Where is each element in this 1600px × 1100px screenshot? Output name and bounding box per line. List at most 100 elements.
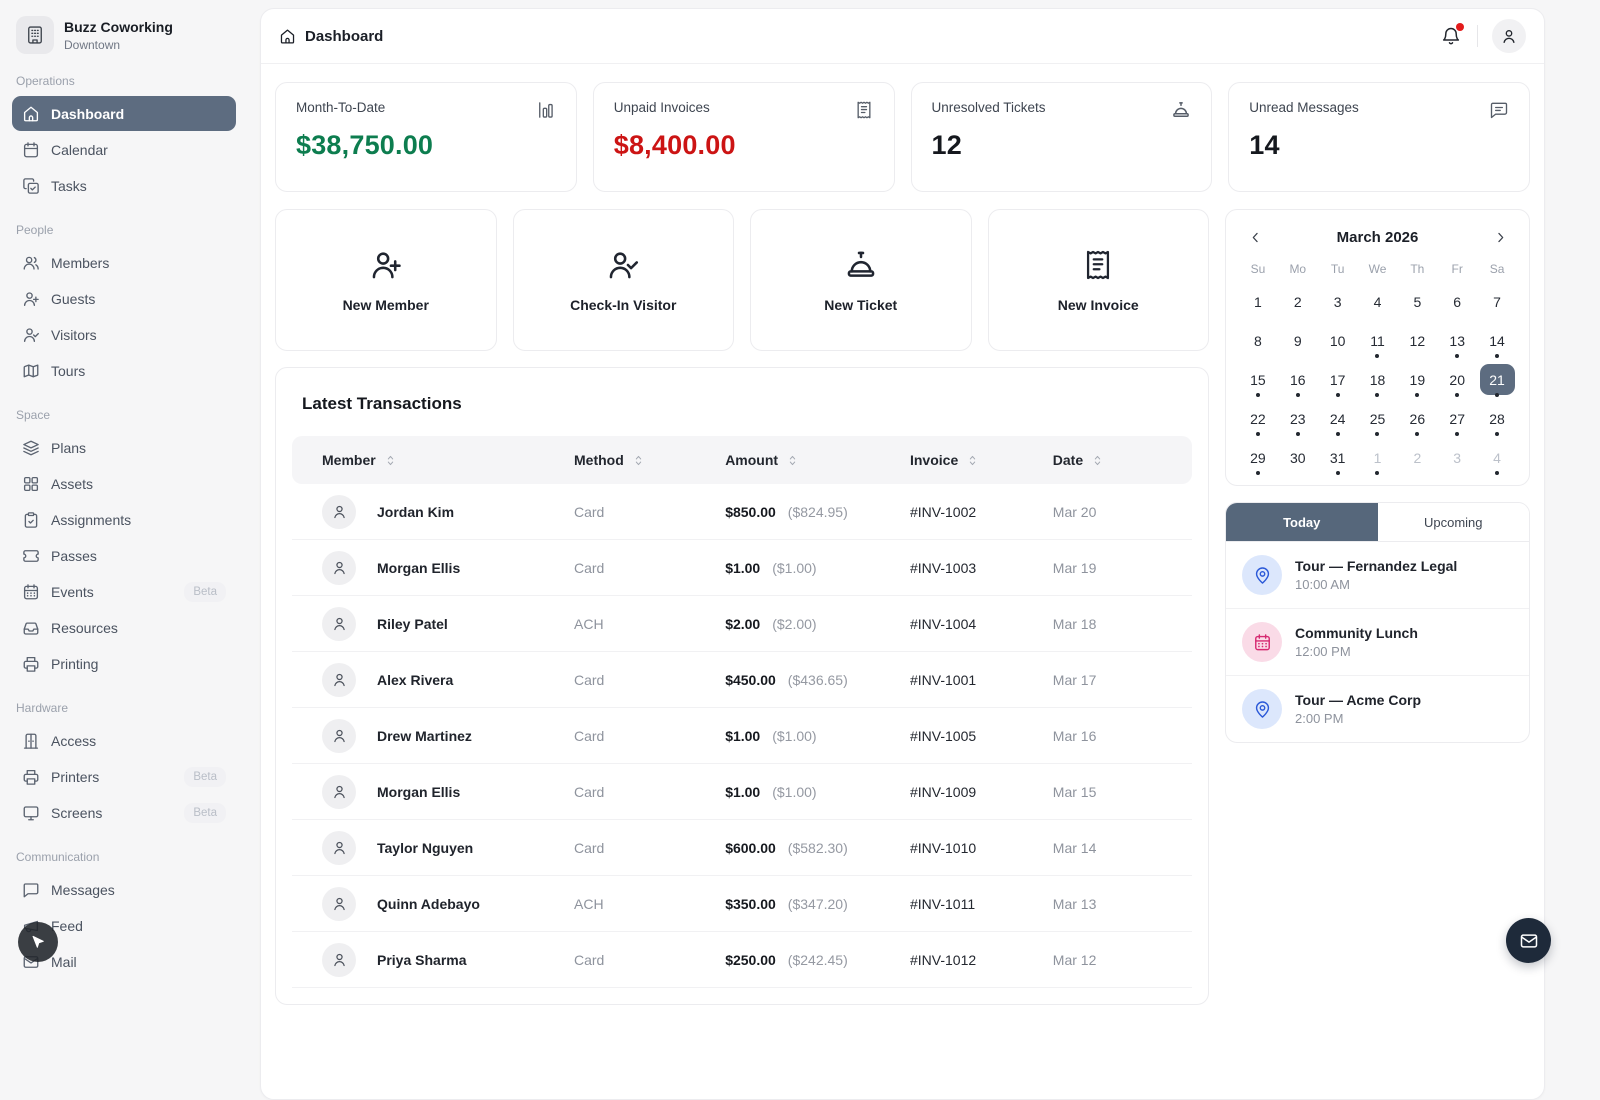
- payment-method: Card: [574, 671, 605, 688]
- org-switcher[interactable]: Buzz Coworking Downtown: [16, 16, 232, 54]
- table-row[interactable]: Jordan Kim Card $850.00 ($824.95) #INV-1…: [292, 484, 1192, 540]
- notification-dot: [1456, 23, 1464, 31]
- sidebar-item[interactable]: Resources: [12, 610, 236, 645]
- sidebar-item[interactable]: Tours: [12, 353, 236, 388]
- table-row[interactable]: Alex Rivera Card $450.00 ($436.65) #INV-…: [292, 652, 1192, 708]
- sidebar-item[interactable]: Assignments: [12, 502, 236, 537]
- agenda-tab[interactable]: Today: [1226, 503, 1378, 541]
- sidebar-section-label: Space: [16, 408, 51, 422]
- agenda-tabs: Today Upcoming: [1226, 503, 1529, 542]
- quick-action-button[interactable]: New Ticket: [750, 209, 972, 351]
- member-name: Morgan Ellis: [377, 783, 461, 800]
- invoice-number: #INV-1002: [909, 503, 977, 520]
- calendar-day[interactable]: 11: [1358, 321, 1398, 360]
- table-row[interactable]: Priya Sharma Card $250.00 ($242.45) #INV…: [292, 932, 1192, 988]
- calendar-day[interactable]: 23: [1278, 399, 1318, 438]
- event-dot: [1495, 471, 1500, 475]
- notifications-button[interactable]: [1439, 23, 1464, 48]
- sidebar-item[interactable]: Calendar: [12, 132, 236, 167]
- calendar-month-label: March 2026: [1336, 228, 1419, 246]
- column-header-method[interactable]: Method: [574, 452, 725, 468]
- sidebar-item[interactable]: Plans: [12, 430, 236, 465]
- sidebar-item-label: Feed: [51, 917, 83, 934]
- calendar-next-button[interactable]: [1489, 226, 1511, 248]
- table-row[interactable]: Morgan Ellis Card $1.00 ($1.00) #INV-100…: [292, 764, 1192, 820]
- quick-action-button[interactable]: New Member: [275, 209, 497, 351]
- column-header-member[interactable]: Member: [322, 452, 574, 468]
- calendar-day[interactable]: 2: [1293, 293, 1302, 310]
- calendar-day[interactable]: 27: [1437, 399, 1477, 438]
- calendar-day[interactable]: 15: [1238, 360, 1278, 399]
- calendar-day[interactable]: 1: [1358, 438, 1398, 477]
- calendar-day[interactable]: 5: [1413, 293, 1422, 310]
- sidebar-item[interactable]: Members: [12, 245, 236, 280]
- sidebar-item[interactable]: Tasks: [12, 168, 236, 203]
- table-row[interactable]: Riley Patel ACH $2.00 ($2.00) #INV-1004 …: [292, 596, 1192, 652]
- sidebar-item[interactable]: Events Beta: [12, 574, 236, 609]
- payment-method: Card: [574, 783, 605, 800]
- sidebar-item[interactable]: Printing: [12, 646, 236, 681]
- calendar-day[interactable]: 25: [1358, 399, 1398, 438]
- list-item[interactable]: Community Lunch 12:00 PM: [1226, 609, 1529, 676]
- column-header-amount[interactable]: Amount: [725, 452, 910, 468]
- calendar-day[interactable]: 12: [1409, 332, 1426, 349]
- calendar-day[interactable]: 3: [1333, 293, 1342, 310]
- sidebar-item[interactable]: Screens Beta: [12, 795, 236, 830]
- mail-fab-button[interactable]: [1506, 918, 1551, 963]
- calendar-day[interactable]: 14: [1477, 321, 1517, 360]
- calendar-day[interactable]: 21: [1477, 360, 1517, 399]
- calendar-day[interactable]: 28: [1477, 399, 1517, 438]
- calendar-day[interactable]: 24: [1318, 399, 1358, 438]
- calendar-day[interactable]: 9: [1293, 332, 1302, 349]
- column-header-date[interactable]: Date: [1053, 452, 1162, 468]
- calendar-day[interactable]: 8: [1254, 332, 1262, 349]
- calendar-day[interactable]: 26: [1397, 399, 1437, 438]
- invoice-number: #INV-1001: [909, 671, 977, 688]
- user-menu-button[interactable]: [1492, 19, 1526, 53]
- calendar-day[interactable]: 10: [1329, 332, 1346, 349]
- calendar-day[interactable]: 31: [1318, 438, 1358, 477]
- calendar-day[interactable]: 18: [1358, 360, 1398, 399]
- sidebar-item[interactable]: Dashboard: [12, 96, 236, 131]
- member-name: Drew Martinez: [377, 727, 472, 744]
- user-icon: [322, 774, 356, 809]
- calendar-day[interactable]: 3: [1453, 449, 1462, 466]
- calendar-day[interactable]: 7: [1493, 293, 1501, 310]
- calendar-day[interactable]: 30: [1289, 449, 1306, 466]
- calendar-day[interactable]: 19: [1397, 360, 1437, 399]
- table-row[interactable]: Taylor Nguyen Card $600.00 ($582.30) #IN…: [292, 820, 1192, 876]
- column-header-invoice[interactable]: Invoice: [910, 452, 1053, 468]
- agenda-tab[interactable]: Upcoming: [1377, 503, 1529, 541]
- list-item[interactable]: Tour — Fernandez Legal 10:00 AM: [1226, 542, 1529, 609]
- sidebar-item[interactable]: Visitors: [12, 317, 236, 352]
- event-dot: [1335, 471, 1340, 475]
- sidebar-item[interactable]: Passes: [12, 538, 236, 573]
- calendar-day[interactable]: 20: [1437, 360, 1477, 399]
- sidebar-item[interactable]: Guests: [12, 281, 236, 316]
- amount-net: ($436.65): [787, 671, 848, 688]
- table-row[interactable]: Quinn Adebayo ACH $350.00 ($347.20) #INV…: [292, 876, 1192, 932]
- bell-icon: [1439, 26, 1463, 46]
- calendar-day[interactable]: 4: [1477, 438, 1517, 477]
- quick-action-button[interactable]: New Invoice: [987, 209, 1209, 351]
- sidebar-item[interactable]: Messages: [12, 872, 236, 907]
- calendar-day[interactable]: 4: [1373, 293, 1382, 310]
- sidebar-item[interactable]: Access: [12, 723, 236, 758]
- amount-net: ($347.20): [787, 895, 848, 912]
- calendar-day[interactable]: 17: [1318, 360, 1358, 399]
- table-row[interactable]: Drew Martinez Card $1.00 ($1.00) #INV-10…: [292, 708, 1192, 764]
- calendar-day[interactable]: 2: [1413, 449, 1422, 466]
- calendar-prev-button[interactable]: [1244, 226, 1266, 248]
- table-row[interactable]: Morgan Ellis Card $1.00 ($1.00) #INV-100…: [292, 540, 1192, 596]
- calendar-day[interactable]: 13: [1437, 321, 1477, 360]
- sidebar-item[interactable]: Assets: [12, 466, 236, 501]
- calendar-day[interactable]: 6: [1453, 293, 1462, 310]
- calendar-day[interactable]: 22: [1238, 399, 1278, 438]
- calendar-day[interactable]: 16: [1278, 360, 1318, 399]
- calendar-day[interactable]: 1: [1254, 293, 1262, 310]
- list-item[interactable]: Tour — Acme Corp 2:00 PM: [1226, 676, 1529, 742]
- calendar-day[interactable]: 29: [1238, 438, 1278, 477]
- sidebar-item[interactable]: Printers Beta: [12, 759, 236, 794]
- sidebar-item-label: Messages: [51, 881, 115, 898]
- quick-action-button[interactable]: Check-In Visitor: [512, 209, 734, 351]
